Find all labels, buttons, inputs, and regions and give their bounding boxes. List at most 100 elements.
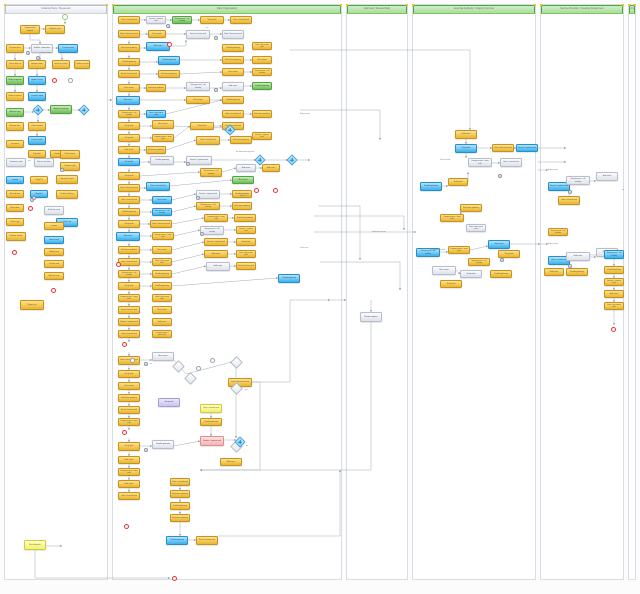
- task-node[interactable]: Start event: [152, 352, 174, 361]
- task-node[interactable]: Exclusive gateway: [232, 202, 252, 210]
- task-node[interactable]: Dispatch: [30, 190, 48, 198]
- task-node[interactable]: Re-check: [6, 140, 24, 148]
- task-node[interactable]: Review note: [6, 122, 24, 131]
- task-node[interactable]: Script task: [118, 370, 140, 378]
- task-node[interactable]: Service / system task: [204, 238, 228, 246]
- task-node[interactable]: User / manual task: [118, 492, 140, 500]
- task-node[interactable]: Start event: [186, 96, 210, 104]
- task-node[interactable]: End event: [116, 96, 140, 105]
- task-node[interactable]: Start event: [118, 382, 140, 390]
- task-node[interactable]: End event: [116, 232, 140, 241]
- boundary-event[interactable]: [498, 174, 502, 178]
- task-node[interactable]: Exclusive gateway: [158, 70, 180, 78]
- task-node[interactable]: Collect evidence: [6, 92, 24, 101]
- task-node[interactable]: Compensation / error task: [118, 294, 140, 302]
- end-event[interactable]: [167, 42, 172, 47]
- task-node[interactable]: Start event: [118, 84, 140, 92]
- task-node[interactable]: Data / document task: [466, 224, 486, 232]
- boundary-event[interactable]: [166, 24, 170, 28]
- task-node[interactable]: Parallel gateway: [490, 270, 512, 278]
- pool-initiating-party[interactable]: Initiating Party / Requestor: [4, 4, 108, 580]
- task-node[interactable]: Data / document task: [152, 258, 172, 266]
- task-node[interactable]: Script task: [440, 280, 462, 288]
- task-node[interactable]: Data / document task: [150, 220, 172, 228]
- task-node[interactable]: User / manual task: [118, 16, 140, 24]
- task-node[interactable]: Data / document task: [118, 184, 140, 192]
- end-event[interactable]: [52, 78, 57, 83]
- task-node[interactable]: Data / document task: [236, 250, 256, 258]
- pool-resize-handle[interactable]: [106, 4, 108, 6]
- pool-resize-handle[interactable]: [622, 4, 624, 6]
- task-node[interactable]: Confirm receipt: [74, 60, 90, 69]
- boundary-event[interactable]: [144, 362, 148, 366]
- task-node[interactable]: Verify ID: [30, 176, 48, 184]
- end-event[interactable]: [172, 576, 177, 581]
- boundary-event[interactable]: [60, 168, 64, 172]
- task-node[interactable]: Start event: [252, 56, 272, 64]
- task-node[interactable]: Sub-process / call activity: [118, 110, 140, 118]
- boundary-event[interactable]: [214, 88, 218, 92]
- end-event[interactable]: [611, 327, 616, 332]
- task-node[interactable]: Script task: [118, 134, 140, 142]
- task-node[interactable]: Service / system task: [200, 436, 224, 446]
- task-node[interactable]: Parallel gateway: [152, 270, 172, 278]
- task-node[interactable]: Service / system task: [548, 182, 570, 191]
- task-node[interactable]: User / manual task: [170, 478, 190, 486]
- task-node[interactable]: Parallel gateway: [166, 536, 188, 545]
- task-node[interactable]: Approve package: [50, 105, 72, 114]
- task-node[interactable]: Branch decision: [34, 158, 54, 167]
- task-node[interactable]: Script task: [455, 144, 477, 153]
- task-node[interactable]: Notify owner: [60, 150, 80, 159]
- intermediate-event[interactable]: [68, 78, 73, 83]
- task-node[interactable]: Parallel gateway: [420, 182, 442, 191]
- mid-event[interactable]: [196, 366, 201, 371]
- task-node[interactable]: Send / receive task: [236, 262, 256, 270]
- task-node[interactable]: User / manual task: [200, 404, 222, 413]
- task-node[interactable]: End event: [544, 268, 564, 276]
- task-node[interactable]: Sub-process / call activity: [172, 16, 192, 24]
- end-event[interactable]: [273, 188, 278, 193]
- task-node[interactable]: Prepare docs: [6, 44, 24, 53]
- pool-resize-handle[interactable]: [534, 4, 536, 6]
- task-node[interactable]: Start event: [152, 306, 172, 314]
- task-node[interactable]: End event: [488, 240, 510, 249]
- pool-resize-handle[interactable]: [340, 4, 342, 6]
- end-event[interactable]: [254, 188, 259, 193]
- task-node[interactable]: Sub-process / call activity: [200, 168, 222, 177]
- task-node[interactable]: Evaluate case: [44, 206, 64, 215]
- task-node[interactable]: Data / document task: [118, 356, 140, 365]
- mid-event[interactable]: [130, 358, 135, 363]
- boundary-event[interactable]: [186, 162, 190, 166]
- task-node[interactable]: User / manual task: [146, 182, 170, 191]
- end-event[interactable]: [122, 342, 127, 347]
- task-node[interactable]: Script task: [118, 172, 140, 180]
- task-node[interactable]: Compensation / error task: [448, 246, 470, 254]
- end-event[interactable]: [116, 262, 121, 267]
- task-node[interactable]: Determine path: [6, 158, 26, 167]
- task-node[interactable]: Data / document task: [152, 294, 172, 302]
- task-node[interactable]: Script task: [118, 122, 140, 130]
- task-node[interactable]: Start event: [432, 266, 456, 275]
- task-node[interactable]: Exclusive gateway: [146, 84, 166, 92]
- pool-resize-handle[interactable]: [346, 4, 348, 6]
- task-node[interactable]: Record time: [6, 190, 24, 198]
- end-event[interactable]: [12, 250, 17, 255]
- task-node[interactable]: Parallel gateway: [278, 274, 300, 283]
- task-node[interactable]: End event: [152, 318, 172, 326]
- task-node[interactable]: User / manual task: [500, 158, 522, 167]
- boundary-event[interactable]: [500, 258, 504, 262]
- task-node[interactable]: Parallel gateway: [170, 502, 190, 510]
- pool-resize-handle[interactable]: [412, 4, 414, 6]
- task-node[interactable]: Assign owner: [28, 60, 46, 69]
- task-node[interactable]: Exclusive gateway: [230, 136, 252, 144]
- task-node[interactable]: End event: [222, 82, 244, 91]
- task-node[interactable]: Final dispatch: [24, 540, 46, 550]
- task-node[interactable]: Compensation / error task: [118, 418, 140, 426]
- task-node[interactable]: Exclusive gateway: [222, 56, 244, 64]
- task-node[interactable]: Script task: [200, 16, 224, 24]
- task-node[interactable]: Sub-process / call activity: [252, 68, 272, 76]
- boundary-event[interactable]: [200, 232, 204, 236]
- task-node[interactable]: Exclusive gateway: [170, 514, 190, 522]
- boundary-event[interactable]: [196, 196, 200, 200]
